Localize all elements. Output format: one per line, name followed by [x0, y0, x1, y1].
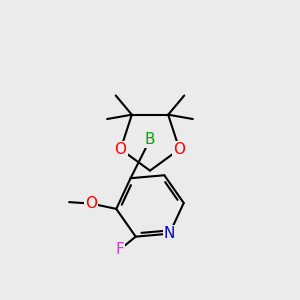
Text: F: F	[115, 242, 124, 257]
Text: O: O	[173, 142, 185, 157]
Text: B: B	[145, 132, 155, 147]
Text: O: O	[115, 142, 127, 157]
Text: O: O	[85, 196, 97, 211]
Text: N: N	[164, 226, 175, 241]
